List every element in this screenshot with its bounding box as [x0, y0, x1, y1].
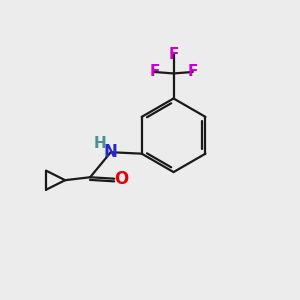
Text: H: H [93, 136, 106, 151]
Text: F: F [149, 64, 160, 80]
Text: O: O [114, 170, 128, 188]
Text: N: N [104, 143, 118, 161]
Text: F: F [168, 47, 179, 62]
Text: F: F [188, 64, 198, 80]
